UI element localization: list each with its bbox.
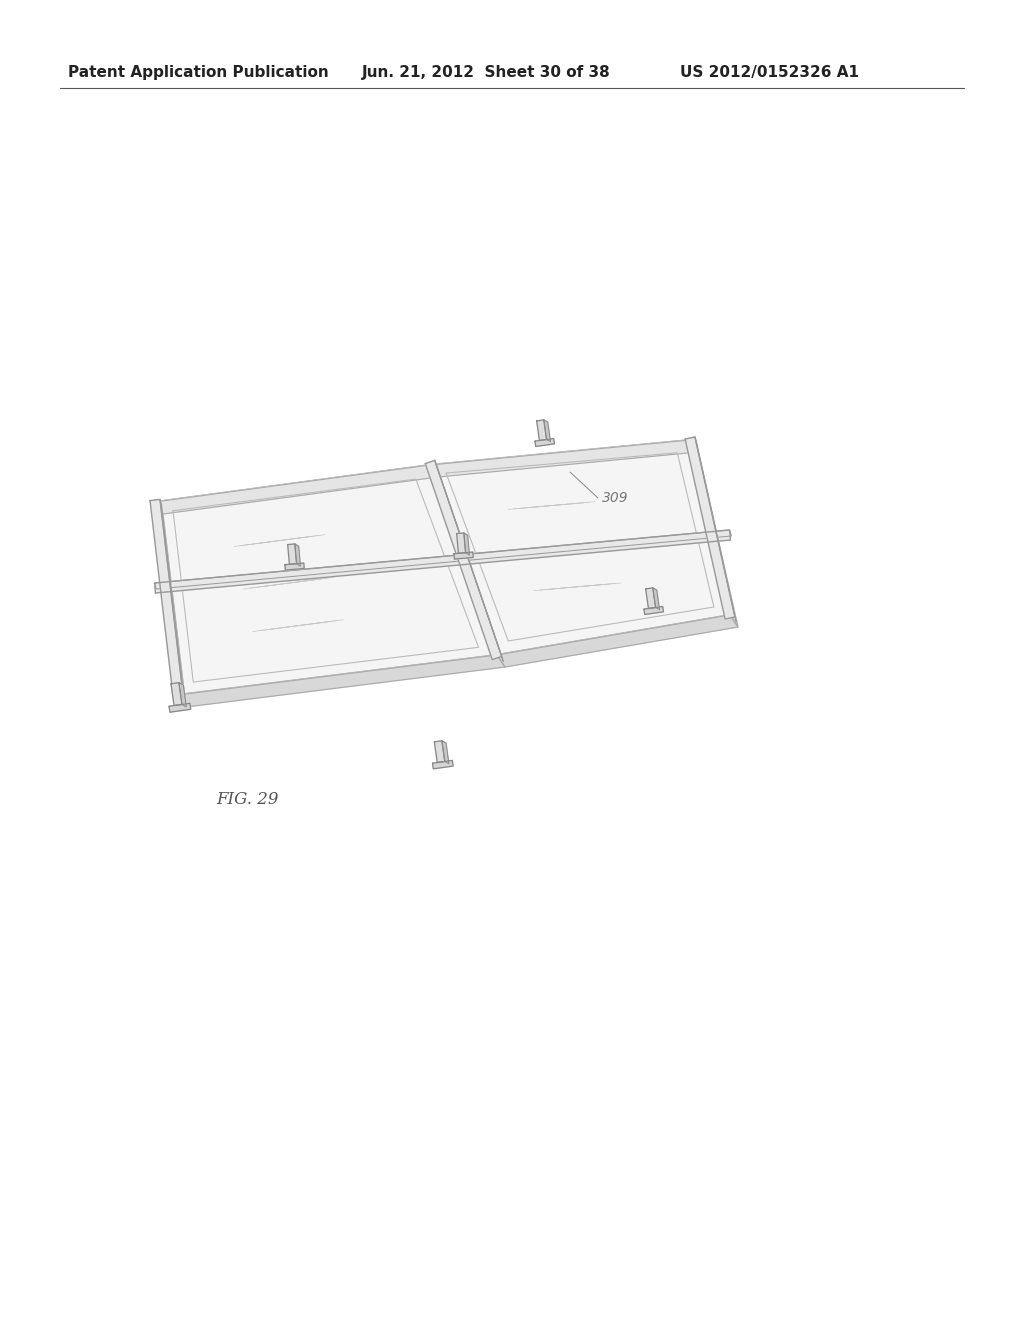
Polygon shape bbox=[441, 741, 449, 764]
Polygon shape bbox=[425, 461, 502, 660]
Polygon shape bbox=[155, 531, 730, 593]
Polygon shape bbox=[646, 587, 655, 609]
Polygon shape bbox=[434, 741, 444, 763]
Polygon shape bbox=[155, 465, 497, 696]
Polygon shape bbox=[155, 531, 731, 589]
Polygon shape bbox=[644, 606, 664, 615]
Polygon shape bbox=[430, 440, 698, 477]
Text: Patent Application Publication: Patent Application Publication bbox=[68, 65, 329, 79]
Polygon shape bbox=[179, 682, 186, 706]
Polygon shape bbox=[535, 438, 554, 446]
Polygon shape bbox=[285, 564, 304, 570]
Text: US 2012/0152326 A1: US 2012/0152326 A1 bbox=[680, 65, 859, 79]
Polygon shape bbox=[169, 704, 190, 713]
Polygon shape bbox=[155, 465, 438, 513]
Polygon shape bbox=[685, 437, 735, 619]
Polygon shape bbox=[151, 499, 183, 696]
Polygon shape bbox=[497, 615, 738, 667]
Polygon shape bbox=[457, 533, 466, 553]
Polygon shape bbox=[695, 437, 736, 622]
Text: 309: 309 bbox=[602, 491, 629, 506]
Text: Jun. 21, 2012  Sheet 30 of 38: Jun. 21, 2012 Sheet 30 of 38 bbox=[362, 65, 610, 79]
Text: FIG. 29: FIG. 29 bbox=[217, 792, 280, 808]
Polygon shape bbox=[171, 682, 182, 706]
Polygon shape bbox=[430, 440, 730, 655]
Polygon shape bbox=[544, 420, 551, 442]
Polygon shape bbox=[690, 440, 738, 627]
Polygon shape bbox=[454, 552, 473, 560]
Polygon shape bbox=[155, 502, 186, 708]
Polygon shape bbox=[432, 760, 453, 768]
Polygon shape bbox=[435, 461, 503, 661]
Polygon shape bbox=[464, 533, 469, 556]
Polygon shape bbox=[288, 544, 297, 565]
Polygon shape bbox=[537, 420, 547, 441]
Polygon shape bbox=[160, 499, 184, 700]
Polygon shape bbox=[653, 587, 659, 610]
Polygon shape bbox=[295, 544, 300, 566]
Polygon shape bbox=[178, 655, 505, 708]
